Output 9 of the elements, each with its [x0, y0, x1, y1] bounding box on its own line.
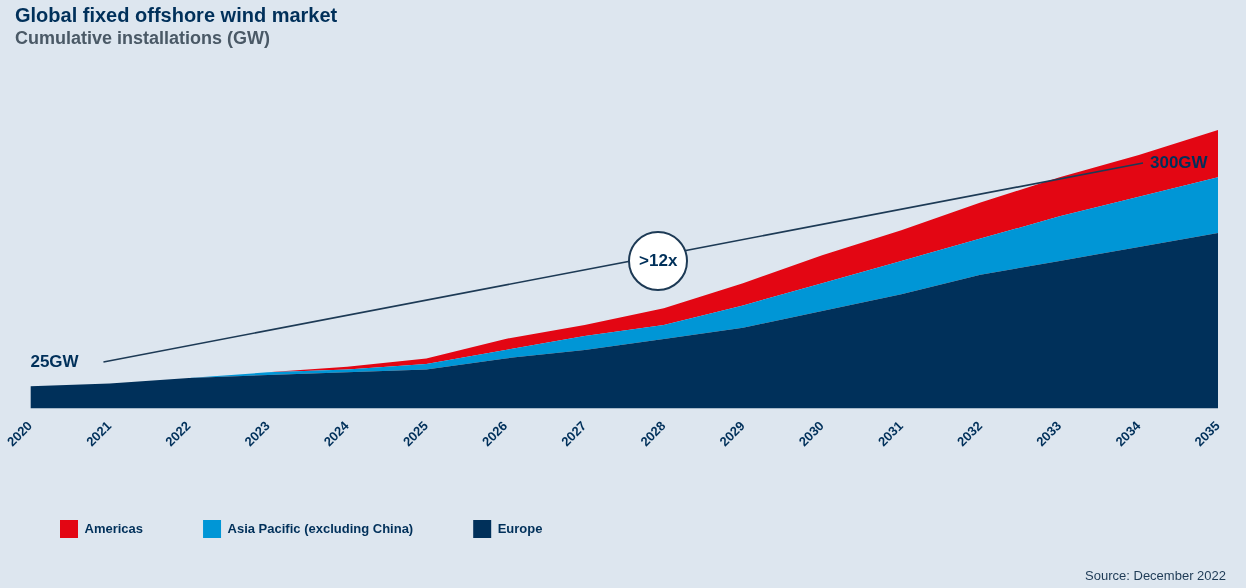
legend-label: Europe	[497, 520, 543, 536]
legend-label: Asia Pacific (excluding China)	[227, 520, 414, 536]
circle-badge: >12x	[628, 230, 689, 291]
annotation: 25GW	[30, 352, 79, 372]
chart-subtitle: Cumulative installations (GW)	[15, 28, 271, 49]
legend-label: Americas	[84, 520, 144, 536]
annotation: 300GW	[1150, 153, 1208, 173]
source-note: Source: December 2022	[1085, 568, 1226, 583]
chart-title: Global fixed offshore wind market	[15, 4, 338, 27]
